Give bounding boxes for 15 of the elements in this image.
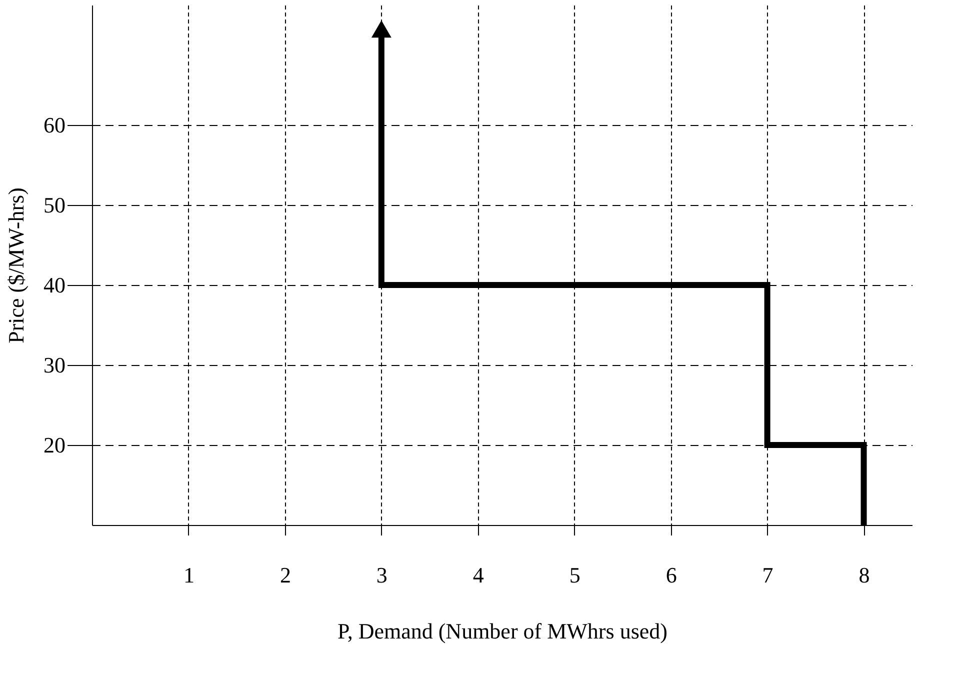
y-tick-label: 20	[44, 432, 66, 458]
y-axis-title: Price ($/MW-hrs)	[4, 188, 28, 344]
x-tick-label: 5	[569, 562, 580, 588]
x-tick-label: 6	[666, 562, 677, 588]
y-tick-label: 60	[44, 112, 66, 138]
x-tick-label: 3	[376, 562, 388, 588]
x-tick-label: 2	[280, 562, 291, 588]
y-tick-label: 30	[44, 352, 66, 378]
x-axis-title: P, Demand (Number of MWhrs used)	[338, 618, 668, 644]
x-tick-label: 7	[762, 562, 774, 588]
x-tick-label: 1	[183, 562, 194, 588]
x-tick-label: 8	[858, 562, 870, 588]
y-tick-label: 40	[44, 272, 66, 298]
x-tick-label: 4	[472, 562, 484, 588]
y-tick-label: 50	[44, 192, 66, 218]
